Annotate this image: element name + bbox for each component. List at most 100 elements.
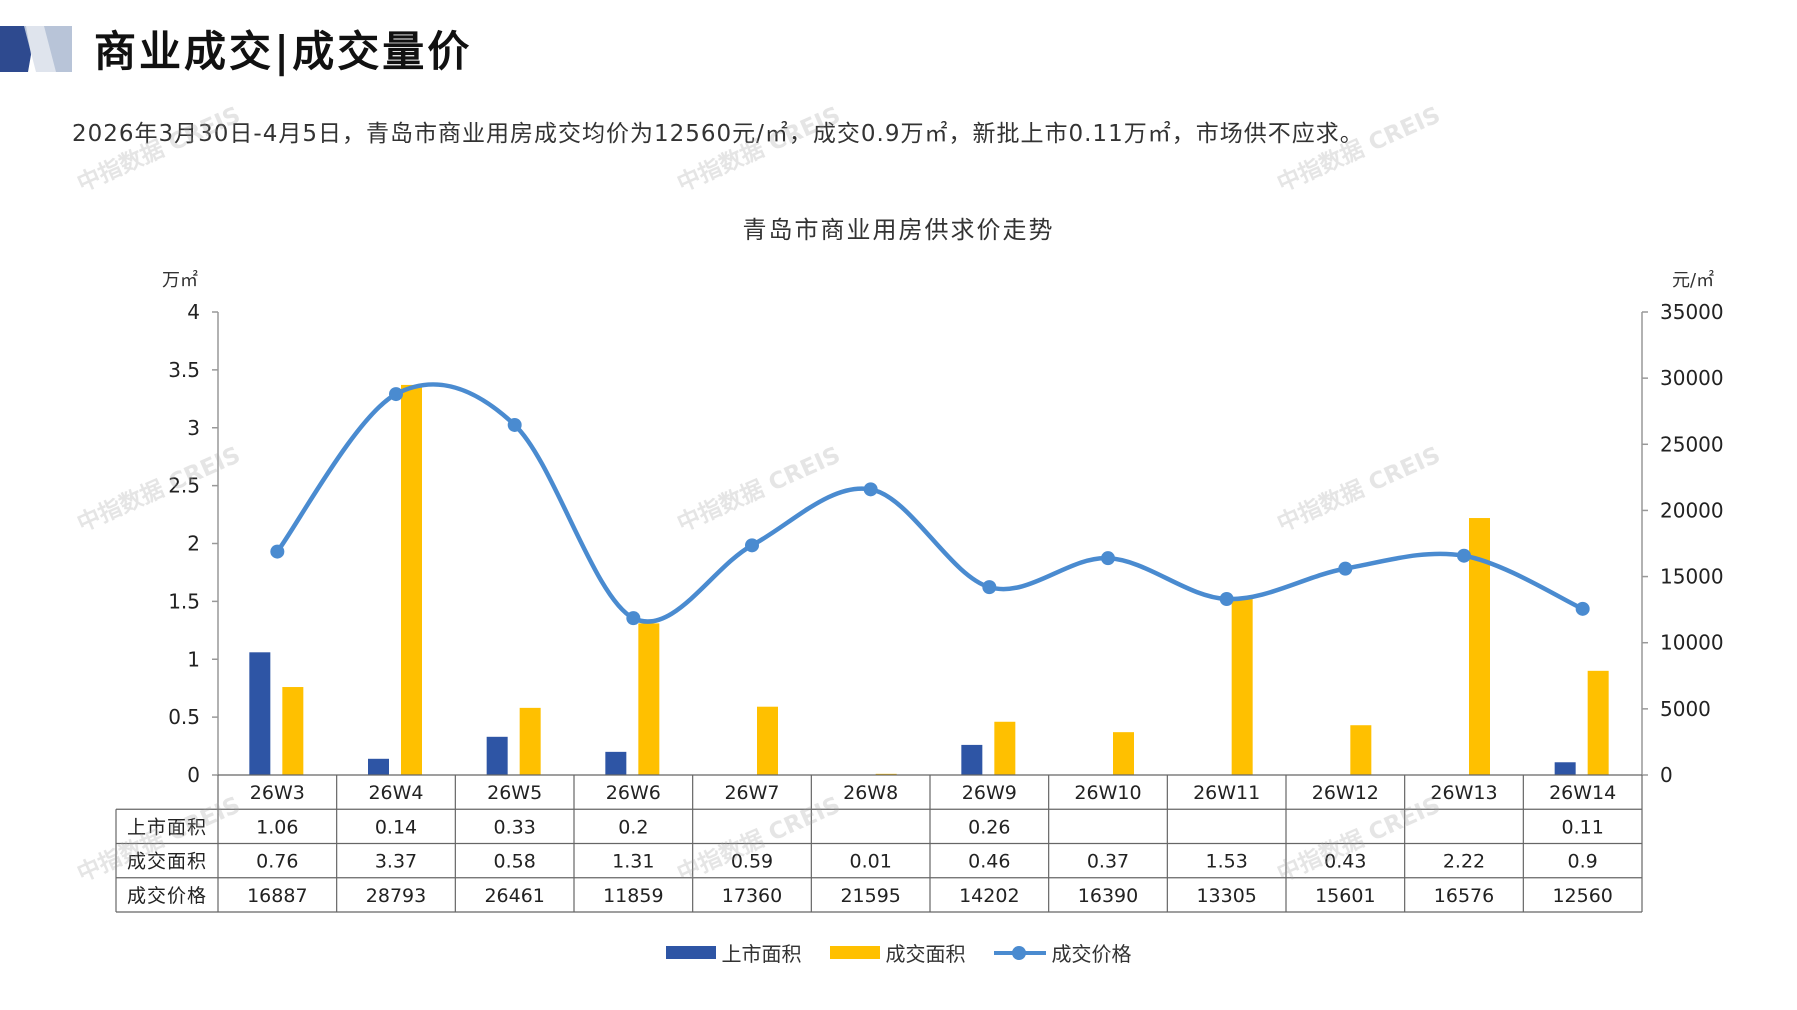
- left-axis-unit: 万㎡: [162, 270, 198, 291]
- data-label: 0.46: [968, 851, 1010, 873]
- right-tick-label: 10000: [1660, 631, 1724, 655]
- bar-deal-area: [1113, 732, 1134, 775]
- left-tick-label: 0.5: [168, 705, 200, 729]
- data-label: 11859: [603, 885, 663, 907]
- bar-supply: [486, 736, 508, 775]
- price-point: [1575, 601, 1590, 616]
- data-label: 0.59: [731, 851, 773, 873]
- data-label: 2.22: [1443, 851, 1485, 873]
- bar-supply: [249, 652, 271, 775]
- right-tick-label: 15000: [1660, 565, 1724, 589]
- data-label: 16887: [247, 885, 307, 907]
- right-tick-label: 20000: [1660, 498, 1724, 522]
- bar-supply: [605, 751, 627, 775]
- bar-deal-area: [401, 384, 422, 775]
- category-label: 26W9: [962, 782, 1017, 804]
- legend-item-price: 成交价格: [993, 938, 1132, 967]
- bar-deal-area: [282, 687, 304, 775]
- data-label: 0.11: [1562, 816, 1604, 838]
- right-tick-label: 35000: [1660, 300, 1724, 324]
- price-point: [507, 417, 522, 432]
- category-label: 26W7: [724, 782, 779, 804]
- bar-deal-area: [1231, 597, 1253, 775]
- logo: [0, 26, 72, 72]
- category-label: 26W3: [250, 782, 305, 804]
- bar-supply: [1554, 762, 1576, 775]
- bar-deal-area: [1469, 518, 1490, 775]
- bar-supply: [368, 758, 389, 775]
- left-tick-label: 4: [187, 300, 200, 324]
- bar-deal-area: [994, 721, 1016, 775]
- legend-swatch-deal-area: [829, 946, 880, 959]
- category-label: 26W4: [368, 782, 423, 804]
- left-tick-label: 0: [187, 763, 200, 787]
- legend-swatch-supply: [665, 946, 716, 959]
- data-label: 15601: [1315, 885, 1375, 907]
- legend-label-price: 成交价格: [1051, 942, 1132, 966]
- category-label: 26W13: [1430, 782, 1497, 804]
- data-label: 26461: [484, 885, 544, 907]
- category-label: 26W5: [487, 782, 542, 804]
- category-label: 26W12: [1312, 782, 1379, 804]
- category-label: 26W14: [1549, 782, 1616, 804]
- price-point: [1101, 551, 1115, 566]
- chart-title: 青岛市商业用房供求价走势: [742, 216, 1055, 244]
- bar-deal-area: [638, 623, 660, 775]
- bar-deal-area: [1350, 725, 1372, 775]
- data-label: 16576: [1434, 885, 1494, 907]
- legend-swatch-price: [993, 945, 1046, 961]
- price-point: [863, 482, 878, 497]
- table-row-label: 上市面积: [127, 816, 207, 838]
- price-point: [1457, 548, 1471, 563]
- data-label: 0.33: [494, 816, 536, 838]
- summary-text: 2026年3月30日-4月5日，青岛市商业用房成交均价为12560元/㎡，成交0…: [72, 121, 1364, 147]
- data-label: 1.31: [612, 851, 654, 873]
- page-title: 商业成交|成交量价: [94, 27, 473, 76]
- legend-item-deal-area: 成交面积: [829, 938, 966, 967]
- left-tick-label: 2.5: [168, 474, 200, 498]
- right-tick-label: 30000: [1660, 366, 1724, 390]
- price-point: [626, 611, 641, 626]
- category-label: 26W8: [843, 782, 898, 804]
- price-point: [389, 387, 403, 402]
- data-label: 1.53: [1206, 851, 1248, 873]
- legend-label-deal-area: 成交面积: [885, 942, 966, 966]
- right-tick-label: 0: [1660, 763, 1673, 787]
- category-label: 26W11: [1193, 782, 1260, 804]
- data-label: 0.43: [1324, 851, 1366, 873]
- bar-deal-area: [519, 707, 541, 775]
- category-label: 26W6: [606, 782, 661, 804]
- category-label: 26W10: [1074, 782, 1141, 804]
- bar-supply: [961, 744, 983, 775]
- price-point: [270, 544, 285, 559]
- data-label: 0.26: [968, 816, 1010, 838]
- data-label: 0.58: [494, 851, 536, 873]
- table-row-label: 成交价格: [127, 885, 207, 907]
- data-label: 3.37: [375, 851, 417, 873]
- left-tick-label: 3: [187, 416, 200, 440]
- data-label: 0.37: [1087, 851, 1129, 873]
- price-point: [745, 538, 759, 553]
- bar-deal-area: [1587, 670, 1609, 775]
- data-label: 12560: [1552, 885, 1612, 907]
- left-tick-label: 3.5: [168, 358, 200, 382]
- left-tick-label: 2: [187, 532, 200, 556]
- data-label: 16390: [1078, 885, 1138, 907]
- right-tick-label: 5000: [1660, 697, 1711, 721]
- right-axis-unit: 元/㎡: [1672, 270, 1715, 291]
- data-label: 0.76: [256, 851, 298, 873]
- data-label: 21595: [840, 885, 900, 907]
- legend: 上市面积 成交面积 成交价格: [0, 938, 1797, 967]
- data-label: 0.2: [618, 816, 648, 838]
- left-tick-label: 1: [187, 647, 200, 671]
- data-label: 1.06: [256, 816, 298, 838]
- data-label: 13305: [1196, 885, 1256, 907]
- price-point: [1338, 561, 1353, 576]
- price-line: [275, 382, 1584, 624]
- legend-label-supply: 上市面积: [721, 942, 802, 966]
- bar-deal-area: [757, 706, 778, 775]
- left-tick-label: 1.5: [168, 589, 200, 613]
- legend-item-supply: 上市面积: [665, 938, 802, 967]
- table-row-label: 成交面积: [127, 851, 207, 873]
